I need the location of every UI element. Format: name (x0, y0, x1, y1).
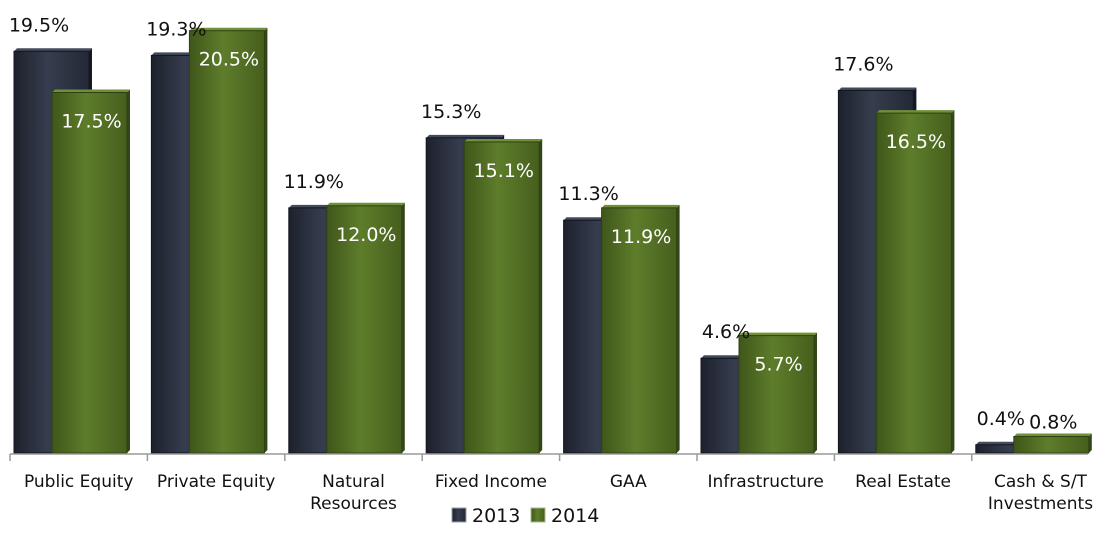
value-label-2014-gaa: 11.9% (611, 226, 671, 248)
bar-front-face (188, 30, 265, 454)
bar-top-face (739, 332, 817, 336)
bar-front-face (51, 92, 128, 454)
value-label-2013-gaa: 11.3% (558, 183, 618, 205)
value-label-2013-cash-s-t-investments: 0.4% (977, 408, 1025, 430)
x-tick-label-public-equity: Public Equity (24, 472, 133, 492)
bar-side-face (264, 27, 268, 453)
bar-top-face (838, 87, 917, 91)
bar-side-face (951, 110, 955, 453)
bar-front-face (875, 112, 952, 454)
value-label-2014-real-estate: 16.5% (886, 131, 946, 153)
bar-side-face (401, 202, 405, 453)
value-label-2014-natural-resources: 12.0% (336, 224, 396, 246)
bar-top-face (601, 204, 680, 208)
value-label-2014-cash-s-t-investments: 0.8% (1029, 412, 1077, 434)
x-tick-label-cash-s-t-investments: Cash & S/T Investments (988, 472, 1093, 514)
bar-side-face (814, 332, 817, 453)
bar-front-face (1013, 436, 1090, 454)
value-label-2014-public-equity: 17.5% (61, 111, 121, 133)
bar-front-face (601, 207, 678, 454)
bar-2014-fixed-income (463, 138, 543, 454)
bar-top-face (189, 27, 268, 31)
bar-2014-infrastructure (738, 332, 817, 454)
bar-top-face (426, 134, 505, 138)
value-label-2013-fixed-income: 15.3% (421, 101, 481, 123)
bar-top-face (52, 89, 130, 93)
bar-2014-cash-s-t-investments (1013, 433, 1092, 454)
bar-top-face (326, 202, 405, 206)
bar-2014-real-estate (875, 110, 955, 454)
value-label-2013-real-estate: 17.6% (833, 53, 893, 75)
bar-side-face (676, 204, 680, 453)
bar-2014-gaa (601, 204, 680, 454)
x-tick-label-fixed-income: Fixed Income (435, 472, 547, 492)
x-tick-label-gaa: GAA (610, 472, 647, 492)
bar-side-face (539, 138, 543, 453)
bar-front-face (463, 141, 540, 454)
x-tick-label-natural-resources: Natural Resources (310, 472, 397, 514)
value-label-2014-infrastructure: 5.7% (754, 354, 802, 376)
value-label-2014-fixed-income: 15.1% (474, 160, 534, 182)
value-label-2013-private-equity: 19.3% (146, 18, 206, 40)
value-label-2013-infrastructure: 4.6% (702, 321, 750, 343)
legend-label-2014: 2014 (551, 505, 599, 527)
bar-2014-private-equity (188, 27, 268, 454)
value-label-2013-public-equity: 19.5% (9, 14, 69, 36)
bar-side-face (1088, 433, 1092, 453)
value-label-2014-private-equity: 20.5% (199, 49, 259, 71)
bar-2014-public-equity (51, 89, 130, 454)
bars-layer (13, 27, 1092, 454)
bar-2014-natural-resources (326, 202, 405, 454)
bar-top-face (1013, 433, 1092, 437)
bar-side-face (127, 89, 130, 453)
x-axis-ticks (9, 454, 973, 461)
legend: 2013 2014 (451, 505, 599, 527)
x-tick-label-real-estate: Real Estate (855, 472, 951, 492)
legend-swatch-2014 (530, 507, 546, 523)
value-label-2013-natural-resources: 11.9% (284, 171, 344, 193)
legend-label-2013: 2013 (472, 505, 520, 527)
value-labels-layer: 19.5% 17.5% 19.3% 20.5% 11.9% 12.0% 15.3% 15.1%… (9, 14, 1078, 433)
bar-top-face (14, 48, 92, 52)
bar-front-face (738, 335, 815, 454)
bar-top-face (464, 138, 543, 142)
legend-swatch-2013 (451, 507, 467, 523)
bar-top-face (876, 110, 955, 114)
x-tick-label-infrastructure: Infrastructure (708, 472, 824, 492)
x-tick-label-private-equity: Private Equity (157, 472, 275, 492)
bar-front-face (326, 205, 403, 454)
x-axis-category-labels: Public Equity Private Equity Natural Resour… (24, 472, 1093, 514)
